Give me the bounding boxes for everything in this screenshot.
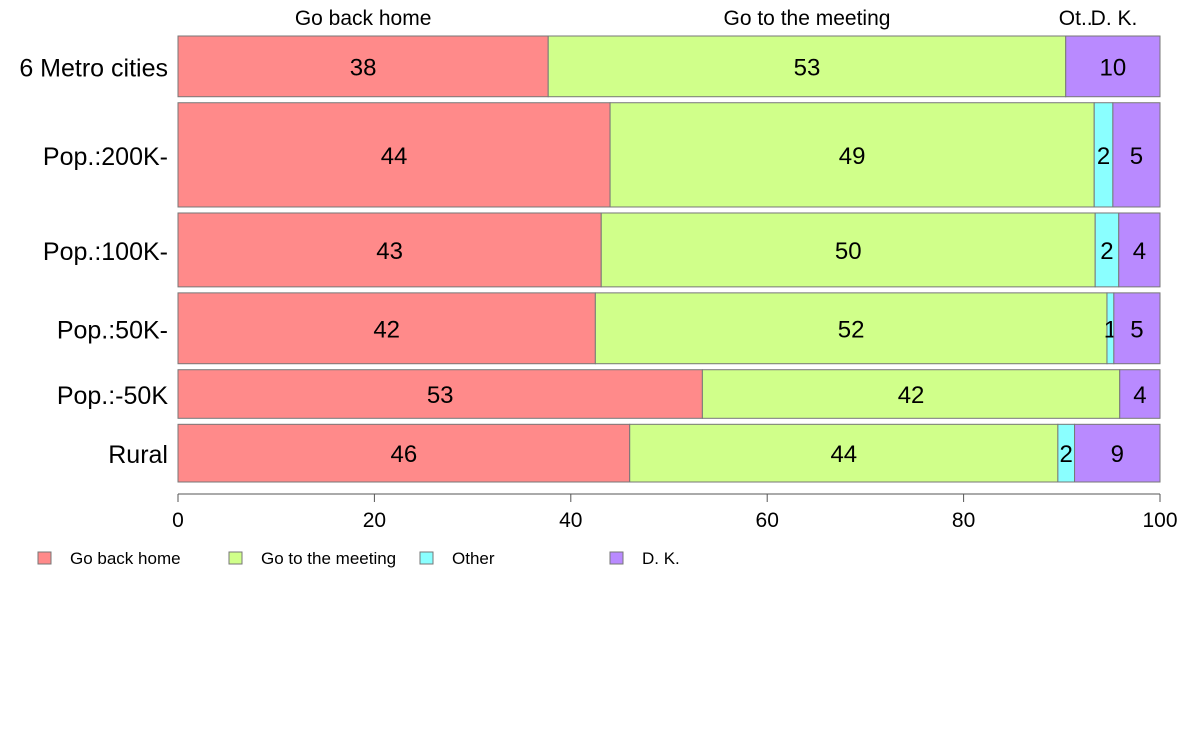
- top-label-go-back-home: Go back home: [295, 7, 432, 30]
- data-label-go-to-the-meeting-pop-50k: 42: [898, 382, 925, 409]
- bar-d-k-rural: [1074, 423, 1161, 483]
- legend-swatch-other: [419, 551, 434, 565]
- data-label-d-k-pop-50k: 4: [1133, 382, 1146, 409]
- bar-go-back-home-pop-100k: [177, 212, 602, 288]
- data-label-other-pop-100k: 2: [1100, 238, 1113, 265]
- category-label-pop-100k: Pop.:100K-: [43, 238, 168, 266]
- x-tick-label-60: 60: [756, 509, 779, 532]
- top-label-ot: Ot..: [1059, 7, 1093, 30]
- data-label-go-back-home-pop-100k: 43: [376, 238, 403, 265]
- data-label-other-pop-200k: 2: [1097, 143, 1110, 170]
- category-label-rural: Rural: [108, 441, 168, 469]
- x-axis: 0 20 40 60 80 100: [172, 493, 1178, 532]
- bar-go-back-home-pop-200k: [177, 102, 611, 208]
- data-label-go-back-home-rural: 46: [391, 441, 418, 468]
- category-labels: 6 Metro cities Pop.:200K- Pop.:100K- Pop.:5…: [19, 54, 168, 469]
- data-label-go-back-home-6-metro-cities: 38: [350, 54, 377, 81]
- category-label-6-metro-cities: 6 Metro cities: [19, 54, 168, 82]
- bar-go-to-the-meeting-pop-50k: [701, 369, 1121, 419]
- bar-go-back-home-pop-50k: [177, 369, 703, 419]
- category-label-pop-200k: Pop.:200K-: [43, 143, 168, 171]
- top-label-d-k: D. K.: [1091, 7, 1138, 30]
- bar-go-back-home-6-metro-cities: [177, 35, 549, 98]
- category-label-pop-50k: Pop.:-50K: [57, 382, 169, 410]
- category-label-pop-50k: Pop.:50K-: [57, 316, 168, 344]
- data-label-d-k-pop-50k: 5: [1130, 316, 1143, 343]
- bar-go-to-the-meeting-rural: [629, 423, 1059, 483]
- data-label-d-k-pop-100k: 4: [1133, 238, 1146, 265]
- bar-go-to-the-meeting-pop-200k: [609, 102, 1095, 208]
- legend: Go back home Go to the meeting Other D. K.: [37, 549, 680, 568]
- bar-d-k-6-metro-cities: [1065, 35, 1161, 98]
- bar-go-back-home-rural: [177, 423, 631, 483]
- bar-d-k-pop-50k: [1113, 292, 1161, 365]
- x-tick-label-20: 20: [363, 509, 386, 532]
- data-label-d-k-6-metro-cities: 10: [1100, 54, 1127, 81]
- x-tick-label-100: 100: [1142, 509, 1177, 532]
- x-tick-label-80: 80: [952, 509, 975, 532]
- data-label-d-k-pop-200k: 5: [1130, 143, 1143, 170]
- data-label-go-back-home-pop-50k: 53: [427, 382, 454, 409]
- legend-label-go-back-home: Go back home: [70, 549, 181, 568]
- data-label-go-to-the-meeting-6-metro-cities: 53: [794, 54, 821, 81]
- data-label-d-k-rural: 9: [1111, 441, 1124, 468]
- top-label-go-to-the-meeting: Go to the meeting: [724, 7, 891, 30]
- data-label-go-back-home-pop-200k: 44: [381, 143, 408, 170]
- bar-go-to-the-meeting-6-metro-cities: [547, 35, 1067, 98]
- data-label-go-to-the-meeting-pop-100k: 50: [835, 238, 862, 265]
- data-label-other-rural: 2: [1060, 441, 1073, 468]
- bar-go-back-home-pop-50k: [177, 292, 596, 365]
- x-tick-label-40: 40: [559, 509, 582, 532]
- bar-go-to-the-meeting-pop-50k: [594, 292, 1108, 365]
- data-label-go-to-the-meeting-pop-50k: 52: [838, 316, 865, 343]
- bar-d-k-pop-100k: [1118, 212, 1161, 288]
- legend-label-go-to-the-meeting: Go to the meeting: [261, 549, 396, 568]
- x-tick-label-0: 0: [172, 509, 184, 532]
- bar-go-to-the-meeting-pop-100k: [600, 212, 1096, 288]
- legend-label-other: Other: [452, 549, 495, 568]
- bar-d-k-pop-200k: [1112, 102, 1161, 208]
- legend-swatch-go-back-home: [37, 551, 52, 565]
- top-segment-labels: Go back home Go to the meeting Ot..D. K.: [295, 7, 1138, 30]
- legend-swatch-d-k: [609, 551, 624, 565]
- bar-d-k-pop-50k: [1119, 369, 1161, 419]
- data-label-go-to-the-meeting-pop-200k: 49: [839, 143, 866, 170]
- data-label-go-back-home-pop-50k: 42: [373, 316, 400, 343]
- data-label-go-to-the-meeting-rural: 44: [830, 441, 857, 468]
- legend-label-d-k: D. K.: [642, 549, 680, 568]
- legend-swatch-go-to-the-meeting: [228, 551, 243, 565]
